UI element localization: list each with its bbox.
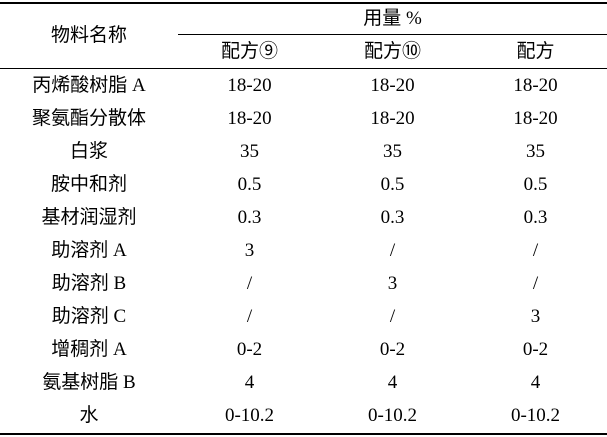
header-usage: 用量 % bbox=[363, 8, 422, 29]
row-8-value-1: 0-2 bbox=[236, 339, 263, 360]
header-middle-rule bbox=[178, 34, 607, 35]
table-bottom-rule bbox=[0, 433, 607, 435]
header-material-name: 物料名称 bbox=[50, 25, 127, 46]
row-3-value-2: 0.5 bbox=[380, 174, 405, 195]
row-5-value-1: 3 bbox=[244, 240, 255, 261]
row-0-value-1: 18-20 bbox=[227, 75, 272, 96]
header-formula-10: 配方⑩ bbox=[363, 41, 421, 62]
row-1-value-2: 18-20 bbox=[370, 108, 415, 129]
row-5-value-2: / bbox=[389, 240, 396, 261]
row-4-value-2: 0.3 bbox=[380, 207, 405, 228]
row-9-value-3: 4 bbox=[530, 372, 541, 393]
row-9-name: 氨基树脂 B bbox=[42, 372, 136, 393]
table-top-rule bbox=[0, 2, 607, 4]
row-4-name: 基材润湿剂 bbox=[41, 207, 137, 228]
row-10-value-2: 0-10.2 bbox=[367, 405, 418, 426]
row-3-value-3: 0.5 bbox=[523, 174, 548, 195]
row-1-value-1: 18-20 bbox=[227, 108, 272, 129]
row-1-value-3: 18-20 bbox=[513, 108, 558, 129]
row-9-value-2: 4 bbox=[387, 372, 398, 393]
row-3-name: 胺中和剂 bbox=[50, 174, 127, 195]
row-8-name: 增稠剂 A bbox=[51, 339, 127, 360]
row-0-value-3: 18-20 bbox=[513, 75, 558, 96]
row-5-name: 助溶剂 A bbox=[51, 240, 127, 261]
row-2-value-3: 35 bbox=[526, 141, 545, 162]
row-7-name: 助溶剂 C bbox=[51, 306, 127, 327]
row-10-name: 水 bbox=[79, 405, 99, 426]
row-7-value-3: 3 bbox=[530, 306, 541, 327]
row-2-value-1: 35 bbox=[240, 141, 259, 162]
row-8-value-3: 0-2 bbox=[522, 339, 549, 360]
row-6-value-1: / bbox=[246, 273, 253, 294]
row-1-name: 聚氨酯分散体 bbox=[31, 108, 146, 129]
header-bottom-rule bbox=[0, 68, 607, 69]
row-6-value-2: 3 bbox=[387, 273, 398, 294]
row-0-name: 丙烯酸树脂 A bbox=[32, 75, 146, 96]
row-9-value-1: 4 bbox=[244, 372, 255, 393]
row-5-value-3: / bbox=[532, 240, 539, 261]
row-6-name: 助溶剂 B bbox=[51, 273, 127, 294]
row-10-value-3: 0-10.2 bbox=[510, 405, 561, 426]
row-3-value-1: 0.5 bbox=[237, 174, 262, 195]
row-6-value-3: / bbox=[532, 273, 539, 294]
row-2-name: 白浆 bbox=[69, 141, 108, 162]
row-4-value-3: 0.3 bbox=[523, 207, 548, 228]
row-7-value-2: / bbox=[389, 306, 396, 327]
row-2-value-2: 35 bbox=[383, 141, 402, 162]
row-0-value-2: 18-20 bbox=[370, 75, 415, 96]
header-formula-9: 配方⑨ bbox=[220, 41, 278, 62]
row-10-value-1: 0-10.2 bbox=[224, 405, 275, 426]
row-8-value-2: 0-2 bbox=[379, 339, 406, 360]
row-4-value-1: 0.3 bbox=[237, 207, 262, 228]
row-7-value-1: / bbox=[246, 306, 253, 327]
header-formula-3: 配方 bbox=[516, 41, 555, 62]
